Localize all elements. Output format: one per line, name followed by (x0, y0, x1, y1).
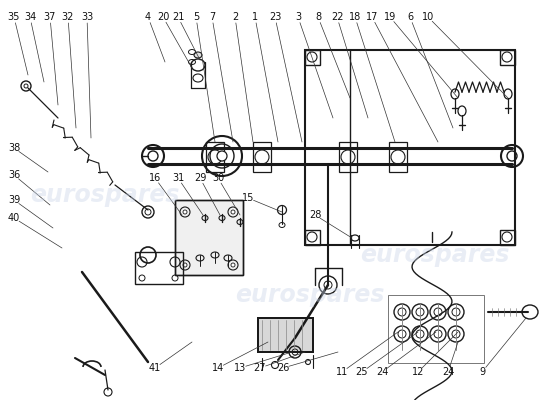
Bar (175, 200, 243, 275)
Circle shape (231, 263, 235, 267)
Circle shape (231, 210, 235, 214)
Circle shape (217, 151, 227, 161)
Text: 23: 23 (269, 12, 281, 22)
Text: 35: 35 (8, 12, 20, 22)
Text: 39: 39 (8, 195, 20, 205)
Text: 24: 24 (442, 367, 454, 377)
Text: 33: 33 (81, 12, 93, 22)
Text: 1: 1 (252, 12, 258, 22)
Text: 16: 16 (149, 173, 161, 183)
Text: 24: 24 (376, 367, 388, 377)
Text: 29: 29 (194, 173, 206, 183)
Text: 30: 30 (212, 173, 224, 183)
Text: 37: 37 (44, 12, 56, 22)
Bar (135, 252, 183, 284)
Text: 25: 25 (356, 367, 369, 377)
Text: eurospares: eurospares (360, 243, 510, 267)
Text: 10: 10 (422, 12, 434, 22)
Text: 9: 9 (479, 367, 485, 377)
Text: 38: 38 (8, 143, 20, 153)
Text: 7: 7 (209, 12, 215, 22)
Text: eurospares: eurospares (30, 183, 180, 207)
Bar (175, 200, 243, 275)
Text: 5: 5 (193, 12, 199, 22)
Text: 41: 41 (149, 363, 161, 373)
Ellipse shape (194, 52, 202, 58)
Text: 32: 32 (62, 12, 74, 22)
Bar (305, 50, 320, 65)
Text: eurospares: eurospares (235, 283, 385, 307)
Circle shape (183, 210, 187, 214)
Bar (500, 50, 515, 65)
Text: 4: 4 (145, 12, 151, 22)
Bar (253, 142, 271, 172)
Text: 28: 28 (309, 210, 321, 220)
Bar (258, 318, 313, 352)
Text: 36: 36 (8, 170, 20, 180)
Text: 12: 12 (412, 367, 424, 377)
Text: 26: 26 (277, 363, 289, 373)
Bar (305, 230, 320, 245)
Text: 13: 13 (234, 363, 246, 373)
Bar (500, 230, 515, 245)
Bar (339, 142, 357, 172)
Bar (388, 295, 484, 363)
Bar (305, 50, 515, 245)
Text: 3: 3 (295, 12, 301, 22)
Text: 8: 8 (315, 12, 321, 22)
Bar (258, 318, 313, 352)
Text: 21: 21 (172, 12, 184, 22)
Text: 34: 34 (24, 12, 36, 22)
Text: 2: 2 (232, 12, 238, 22)
Text: 18: 18 (349, 12, 361, 22)
Text: 19: 19 (384, 12, 396, 22)
Text: 11: 11 (336, 367, 348, 377)
Bar (389, 142, 407, 172)
Text: 31: 31 (172, 173, 184, 183)
Text: 27: 27 (254, 363, 266, 373)
Text: 15: 15 (242, 193, 254, 203)
Text: 17: 17 (366, 12, 378, 22)
Text: 20: 20 (157, 12, 169, 22)
Text: 40: 40 (8, 213, 20, 223)
Text: 22: 22 (331, 12, 343, 22)
Circle shape (183, 263, 187, 267)
Text: 6: 6 (407, 12, 413, 22)
Text: 14: 14 (212, 363, 224, 373)
Bar (206, 142, 224, 172)
